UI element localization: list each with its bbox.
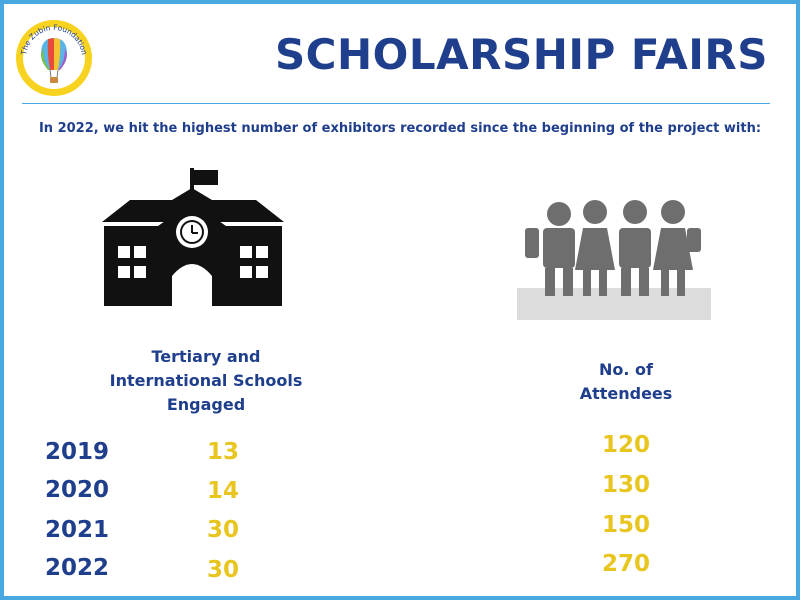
subtitle-text: In 2022, we hit the highest number of ex… bbox=[38, 121, 762, 136]
header-divider bbox=[22, 103, 770, 104]
schools-heading-line: Tertiary and bbox=[151, 347, 261, 366]
hot-air-balloon-icon bbox=[41, 38, 67, 83]
schools-value: 14 bbox=[206, 478, 239, 504]
zubin-foundation-logo: The Zubin Foundation bbox=[16, 20, 92, 96]
year-label: 2019 bbox=[45, 439, 110, 465]
attendees-value: 270 bbox=[601, 551, 650, 577]
year-label: 2021 bbox=[45, 517, 110, 543]
schools-value: 30 bbox=[206, 517, 239, 543]
attendees-value: 150 bbox=[601, 512, 650, 538]
schools-heading-line: Engaged bbox=[166, 395, 246, 414]
schools-value: 30 bbox=[206, 557, 239, 583]
school-building-icon bbox=[102, 168, 284, 306]
attendees-heading-line: Attendees bbox=[579, 384, 673, 403]
page-title: SCHOLARSHIP FAIRS bbox=[274, 30, 768, 79]
attendees-value: 130 bbox=[601, 472, 650, 498]
year-label: 2020 bbox=[45, 477, 110, 503]
schools-heading-line: International Schools bbox=[109, 371, 303, 390]
attendees-heading: No. of Attendees bbox=[556, 358, 696, 406]
schools-heading: Tertiary and International Schools Engag… bbox=[96, 345, 316, 417]
attendees-people-icon bbox=[517, 200, 711, 320]
year-label: 2022 bbox=[45, 555, 110, 581]
attendees-heading-line: No. of bbox=[599, 360, 653, 379]
schools-value: 13 bbox=[206, 439, 239, 465]
attendees-value: 120 bbox=[601, 432, 650, 458]
